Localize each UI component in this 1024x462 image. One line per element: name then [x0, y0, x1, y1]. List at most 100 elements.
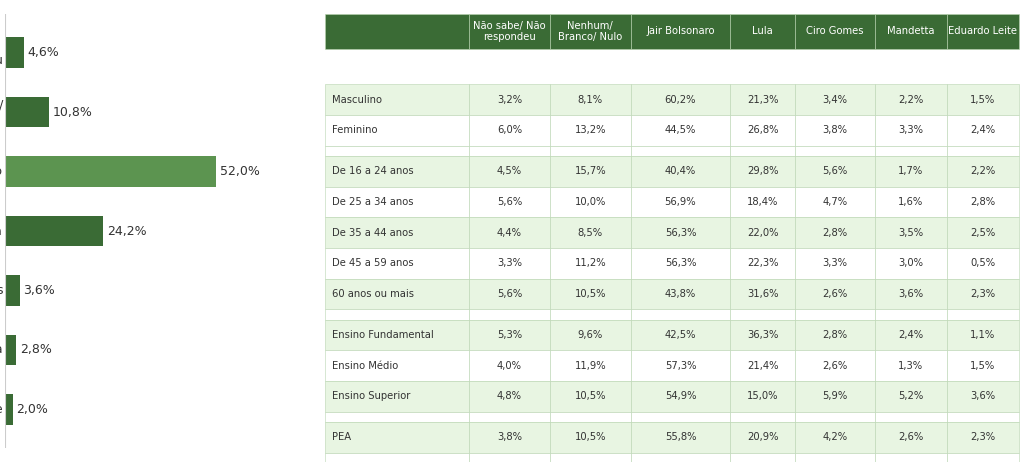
- Bar: [469, 187, 550, 217]
- Bar: [730, 14, 796, 49]
- Bar: [796, 115, 874, 146]
- Bar: [325, 453, 469, 462]
- Bar: [325, 279, 469, 310]
- Bar: [550, 14, 631, 49]
- Text: 1,5%: 1,5%: [970, 361, 995, 371]
- Bar: [947, 146, 1019, 156]
- Text: 56,3%: 56,3%: [665, 258, 696, 268]
- Text: 24,2%: 24,2%: [106, 225, 146, 237]
- Bar: [796, 248, 874, 279]
- Text: 56,9%: 56,9%: [665, 197, 696, 207]
- Text: 55,8%: 55,8%: [665, 432, 696, 442]
- Bar: [469, 310, 550, 320]
- Bar: [874, 115, 947, 146]
- Text: 21,4%: 21,4%: [746, 361, 778, 371]
- Text: 1,7%: 1,7%: [898, 166, 924, 176]
- Bar: [631, 146, 730, 156]
- Bar: [730, 453, 796, 462]
- Bar: [550, 115, 631, 146]
- Text: 4,7%: 4,7%: [822, 197, 848, 207]
- Bar: [550, 217, 631, 248]
- Text: 2,2%: 2,2%: [970, 166, 995, 176]
- Text: 15,7%: 15,7%: [574, 166, 606, 176]
- Text: 8,1%: 8,1%: [578, 95, 603, 105]
- Bar: [796, 412, 874, 422]
- Text: 3,3%: 3,3%: [822, 258, 848, 268]
- Text: 6,0%: 6,0%: [497, 125, 522, 135]
- Bar: [469, 279, 550, 310]
- Text: 3,3%: 3,3%: [898, 125, 924, 135]
- Text: 36,3%: 36,3%: [748, 330, 778, 340]
- Bar: [5, 216, 103, 246]
- Text: 4,6%: 4,6%: [27, 46, 58, 59]
- Bar: [947, 248, 1019, 279]
- Bar: [796, 217, 874, 248]
- Text: 4,2%: 4,2%: [822, 432, 848, 442]
- Text: 2,8%: 2,8%: [822, 228, 848, 238]
- Bar: [730, 381, 796, 412]
- Bar: [325, 320, 469, 350]
- Bar: [550, 85, 631, 115]
- Text: 5,3%: 5,3%: [497, 330, 522, 340]
- Bar: [469, 320, 550, 350]
- Bar: [947, 115, 1019, 146]
- Bar: [947, 279, 1019, 310]
- Text: De 25 a 34 anos: De 25 a 34 anos: [332, 197, 413, 207]
- Text: 10,5%: 10,5%: [574, 289, 606, 299]
- Bar: [947, 381, 1019, 412]
- Bar: [947, 187, 1019, 217]
- Bar: [730, 146, 796, 156]
- Text: Ensino Médio: Ensino Médio: [332, 361, 398, 371]
- Text: 13,2%: 13,2%: [574, 125, 606, 135]
- Text: 22,0%: 22,0%: [746, 228, 778, 238]
- Bar: [631, 310, 730, 320]
- Bar: [550, 350, 631, 381]
- Bar: [730, 85, 796, 115]
- Text: 11,9%: 11,9%: [574, 361, 606, 371]
- Bar: [874, 350, 947, 381]
- Bar: [469, 115, 550, 146]
- Bar: [631, 350, 730, 381]
- Bar: [874, 422, 947, 453]
- Text: 3,3%: 3,3%: [497, 258, 522, 268]
- Text: 2,0%: 2,0%: [16, 403, 48, 416]
- Text: 8,5%: 8,5%: [578, 228, 603, 238]
- Text: 4,5%: 4,5%: [497, 166, 522, 176]
- Bar: [947, 217, 1019, 248]
- Text: 4,8%: 4,8%: [497, 391, 522, 401]
- Text: Ciro Gomes: Ciro Gomes: [0, 284, 3, 297]
- Bar: [874, 412, 947, 422]
- Bar: [796, 350, 874, 381]
- Text: 56,3%: 56,3%: [665, 228, 696, 238]
- Bar: [796, 320, 874, 350]
- Bar: [550, 412, 631, 422]
- Bar: [550, 320, 631, 350]
- Text: 31,6%: 31,6%: [746, 289, 778, 299]
- Bar: [5, 156, 216, 187]
- Bar: [796, 422, 874, 453]
- Bar: [631, 14, 730, 49]
- Bar: [631, 320, 730, 350]
- Bar: [550, 422, 631, 453]
- Bar: [947, 350, 1019, 381]
- Bar: [947, 412, 1019, 422]
- Text: 0,5%: 0,5%: [970, 258, 995, 268]
- Text: Não sabe/
Não respondeu: Não sabe/ Não respondeu: [0, 38, 3, 67]
- Text: Eduardo Leite: Eduardo Leite: [948, 26, 1017, 36]
- Text: 20,9%: 20,9%: [746, 432, 778, 442]
- Text: 29,8%: 29,8%: [746, 166, 778, 176]
- Bar: [631, 381, 730, 412]
- Bar: [874, 248, 947, 279]
- Bar: [874, 381, 947, 412]
- Text: Mandetta: Mandetta: [0, 343, 3, 357]
- Text: 40,4%: 40,4%: [665, 166, 696, 176]
- Bar: [947, 310, 1019, 320]
- Text: 21,3%: 21,3%: [746, 95, 778, 105]
- Text: 15,0%: 15,0%: [746, 391, 778, 401]
- Text: 2,4%: 2,4%: [970, 125, 995, 135]
- Bar: [874, 453, 947, 462]
- Bar: [325, 187, 469, 217]
- Text: Ensino Superior: Ensino Superior: [332, 391, 410, 401]
- Bar: [469, 412, 550, 422]
- Text: 43,8%: 43,8%: [665, 289, 696, 299]
